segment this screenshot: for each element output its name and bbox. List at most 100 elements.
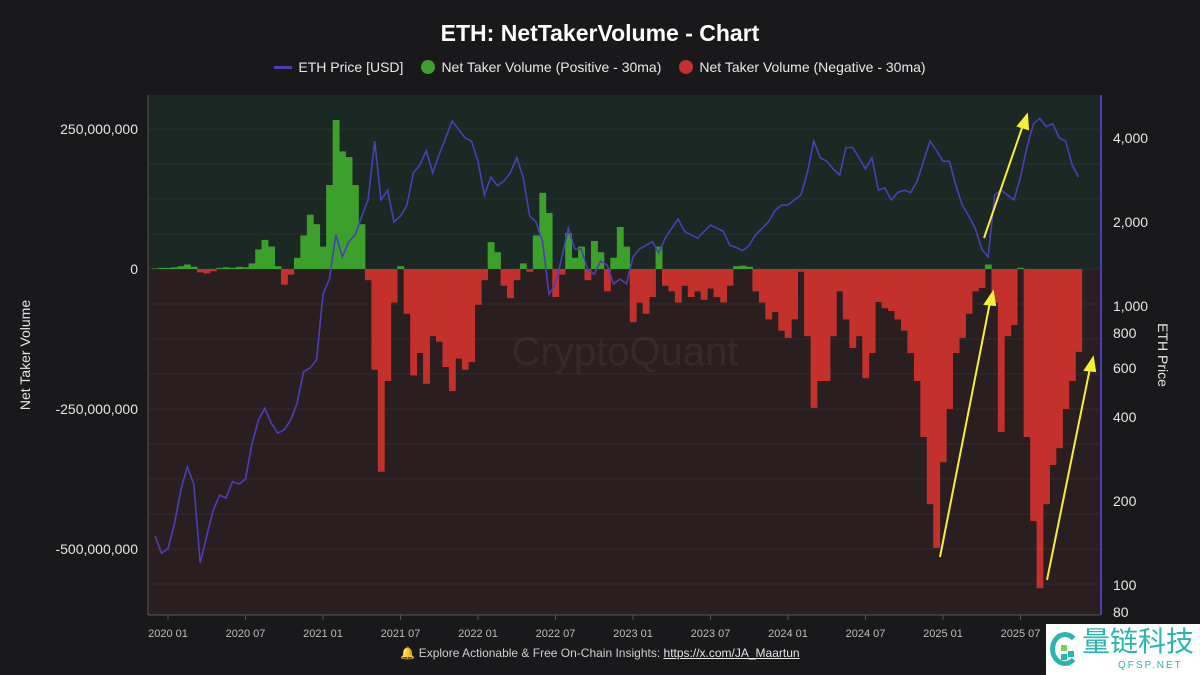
- positive-volume-bar: [339, 151, 346, 269]
- negative-volume-bar: [416, 269, 424, 353]
- positive-volume-bar: [293, 257, 301, 269]
- negative-volume-bar: [1023, 269, 1031, 437]
- positive-volume-bar: [171, 267, 178, 269]
- positive-volume-bar: [610, 257, 618, 269]
- positive-volume-bar: [151, 268, 159, 269]
- negative-volume-bar: [436, 269, 443, 342]
- positive-volume-bar: [616, 227, 624, 269]
- positive-volume-bar: [487, 242, 495, 269]
- negative-volume-bar: [881, 269, 889, 309]
- negative-volume-bar: [939, 269, 947, 463]
- negative-volume-bar: [804, 269, 811, 337]
- negative-volume-bar: [758, 269, 766, 303]
- negative-volume-bar: [681, 269, 689, 286]
- left-tick-label: 250,000,000: [60, 121, 138, 137]
- x-tick-label: 2020 01: [148, 628, 188, 640]
- negative-volume-bar: [694, 269, 702, 292]
- logo-text: 量链科技: [1082, 625, 1195, 658]
- negative-volume-bar: [603, 269, 611, 292]
- negative-volume-bar: [707, 269, 715, 289]
- positive-volume-bar: [242, 267, 250, 269]
- negative-volume-bar: [196, 269, 204, 273]
- right-tick-label: 4,000: [1113, 130, 1148, 146]
- positive-volume-bar: [313, 224, 321, 269]
- arrow-head-icon: [1083, 355, 1097, 373]
- negative-volume-bar: [500, 269, 508, 286]
- positive-volume-bar: [591, 241, 598, 269]
- negative-volume-bar: [1068, 269, 1076, 381]
- positive-volume-bar: [255, 249, 263, 269]
- legend-item-negative[interactable]: Net Taker Volume (Negative - 30ma): [679, 59, 926, 75]
- right-axis-title: ETH Price: [1155, 323, 1171, 387]
- negative-volume-bar: [584, 269, 592, 281]
- negative-volume-bar: [726, 269, 734, 286]
- x-tick-label: 2022 01: [458, 628, 498, 640]
- logo: 量链科技 QFSP.NET: [1046, 624, 1200, 675]
- negative-volume-bar: [636, 269, 643, 303]
- left-tick-label: -500,000,000: [55, 541, 138, 557]
- negative-volume-bar: [474, 269, 482, 305]
- negative-volume-bar: [377, 269, 385, 472]
- negative-volume-bar: [661, 269, 669, 286]
- positive-volume-bar: [190, 266, 198, 269]
- positive-volume-bar: [623, 246, 631, 269]
- x-tick-label: 2022 07: [536, 628, 576, 640]
- footer-link[interactable]: https://x.com/JA_Maartun: [663, 646, 800, 660]
- green-dot-icon: [421, 60, 436, 74]
- negative-volume-bar: [209, 269, 217, 272]
- positive-volume-bar: [358, 224, 366, 269]
- negative-volume-bar: [907, 269, 915, 353]
- negative-volume-bar: [1049, 269, 1057, 465]
- x-tick-label: 2020 07: [226, 628, 266, 640]
- negative-volume-bar: [997, 269, 1005, 432]
- arrow-head-icon: [1016, 112, 1030, 131]
- negative-volume-bar: [888, 269, 895, 311]
- left-tick-label: 0: [130, 261, 138, 277]
- negative-volume-bar: [429, 269, 437, 337]
- positive-volume-bar: [158, 267, 166, 269]
- positive-volume-bar: [261, 239, 269, 269]
- negative-volume-bar: [1056, 269, 1063, 449]
- x-tick-label: 2021 07: [381, 628, 421, 640]
- negative-volume-bar: [842, 269, 850, 320]
- negative-volume-bar: [384, 269, 392, 381]
- legend-item-price[interactable]: ETH Price [USD]: [274, 59, 403, 75]
- positive-volume-bar: [326, 185, 333, 269]
- legend-label: ETH Price [USD]: [298, 59, 404, 75]
- negative-volume-bar: [713, 269, 721, 297]
- negative-volume-bar: [913, 269, 921, 381]
- bell-icon: 🔔: [400, 646, 416, 660]
- negative-volume-bar: [203, 269, 211, 274]
- negative-volume-bar: [926, 269, 934, 505]
- positive-volume-bar: [268, 246, 275, 269]
- negative-volume-bar: [700, 269, 708, 300]
- x-tick-label: 2023 01: [613, 628, 653, 640]
- negative-volume-bar: [513, 269, 521, 281]
- negative-volume-bar: [791, 269, 798, 320]
- positive-volume-bar: [532, 235, 540, 269]
- positive-volume-bar: [397, 266, 405, 269]
- negative-volume-bar: [1062, 269, 1070, 409]
- chart-title: ETH: NetTakerVolume - Chart: [440, 20, 760, 46]
- negative-volume-bar: [674, 269, 682, 303]
- negative-volume-bar: [771, 269, 779, 313]
- negative-volume-bar: [455, 269, 463, 359]
- positive-volume-bar: [229, 267, 237, 269]
- right-tick-label: 80: [1113, 604, 1129, 620]
- right-tick-label: 1,000: [1113, 298, 1148, 314]
- x-tick-label: 2025 07: [1001, 628, 1041, 640]
- negative-volume-bar: [946, 269, 953, 409]
- negative-volume-bar: [959, 269, 966, 338]
- legend: ETH Price [USD] Net Taker Volume (Positi…: [0, 59, 1200, 75]
- legend-item-positive[interactable]: Net Taker Volume (Positive - 30ma): [421, 59, 661, 75]
- negative-volume-bar: [778, 269, 786, 331]
- negative-volume-bar: [894, 269, 902, 320]
- negative-volume-bar: [720, 269, 728, 303]
- negative-volume-bar: [287, 269, 295, 275]
- arrow-head-icon: [983, 289, 997, 307]
- negative-volume-bar: [668, 269, 676, 292]
- right-tick-label: 200: [1113, 493, 1137, 509]
- negative-volume-bar: [971, 269, 979, 292]
- red-dot-icon: [679, 60, 694, 74]
- negative-volume-bar: [991, 269, 999, 303]
